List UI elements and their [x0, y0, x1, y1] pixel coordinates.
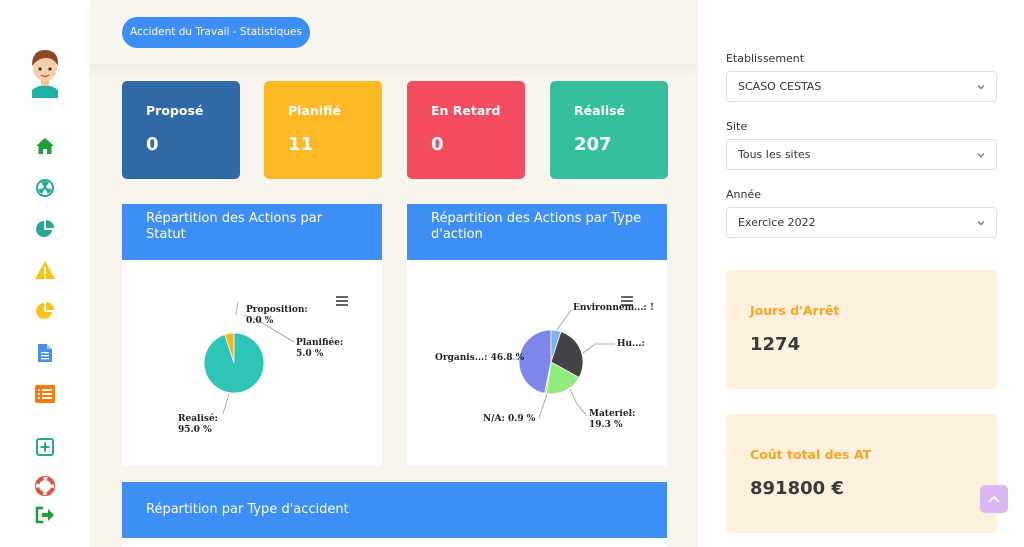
chart-menu-icon[interactable] [336, 296, 348, 306]
panel-statut: Répartition des Actions par Statut Propo… [122, 204, 382, 466]
warning-icon[interactable] [34, 259, 56, 281]
kpi-value: 891800 € [750, 478, 844, 499]
etablissement-select[interactable]: SCASO CESTAS [726, 71, 997, 102]
pie-slice-hu[interactable] [550, 331, 584, 378]
pie-label-planifiee: Planifiée: 5.0 % [296, 338, 344, 359]
pie-label-na: N/A: 0.9 % [483, 414, 536, 424]
pie-chart-type-action [509, 309, 615, 419]
stat-label: Proposé [146, 103, 204, 118]
filter-label-etablissement: Etablissement [726, 52, 805, 65]
sign-out-icon[interactable] [34, 504, 56, 526]
plus-square-icon[interactable] [34, 436, 56, 458]
stat-value: 207 [574, 134, 612, 155]
stat-label: Planifié [288, 103, 341, 118]
pie-slice-realis[interactable] [203, 332, 265, 394]
panel-type-action: Répartition des Actions par Type d'actio… [407, 204, 667, 466]
filter-panel: Etablissement SCASO CESTAS Site Tous les… [698, 0, 1024, 547]
pie-label-materiel: Materiel: 19.3 % [589, 409, 636, 430]
pie-slice-materiel[interactable] [545, 361, 580, 395]
chevron-down-icon [977, 221, 985, 226]
scroll-to-top-button[interactable] [980, 485, 1008, 513]
panel-title: Répartition des Actions par Type d'actio… [407, 204, 667, 260]
kpi-jours-arret: Jours d'Arrêt 1274 [726, 270, 997, 389]
top-bar: Accident du Travail - Statistiques [90, 0, 698, 64]
chevron-down-icon [977, 153, 985, 158]
pie-slice-organis[interactable] [518, 329, 552, 394]
document-icon[interactable] [34, 342, 56, 364]
lifebuoy-icon[interactable] [34, 475, 56, 497]
kpi-label: Jours d'Arrêt [750, 303, 840, 318]
site-select[interactable]: Tous les sites [726, 139, 997, 170]
pie-label-proposition: Proposition: 0.0 % [246, 305, 308, 326]
sidebar [0, 0, 90, 547]
avatar[interactable] [26, 46, 64, 98]
stat-card-en-retard[interactable]: En Retard 0 [407, 81, 525, 179]
filter-label-annee: Année [726, 188, 762, 201]
stat-label: En Retard [431, 103, 501, 118]
panel-type-accident: Répartition par Type d'accident [122, 482, 667, 547]
pie-label-organisation: Organis...: 46.8 % [435, 353, 525, 363]
stat-label: Réalisé [574, 103, 626, 118]
home-icon[interactable] [34, 135, 56, 157]
select-value: Exercice 2022 [738, 216, 816, 229]
kpi-value: 1274 [750, 334, 801, 355]
select-value: SCASO CESTAS [738, 80, 822, 93]
stat-value: 11 [288, 134, 314, 155]
stat-card-realise[interactable]: Réalisé 207 [550, 81, 668, 179]
chevron-down-icon [977, 85, 985, 90]
pie-chart-statut [203, 301, 295, 415]
page-title[interactable]: Accident du Travail - Statistiques [122, 17, 310, 48]
kpi-label: Coût total des AT [750, 447, 872, 462]
stat-card-planifie[interactable]: Planifié 11 [264, 81, 382, 179]
panel-title: Répartition par Type d'accident [122, 482, 667, 538]
pie-chart-icon[interactable] [34, 218, 56, 240]
pie-label-environnement: Environnem...: ! [573, 303, 654, 313]
chevron-up-icon [988, 495, 1000, 503]
pie-label-humain: Hu...: [617, 339, 645, 349]
pie-label-realise: Realisé: 95.0 % [178, 414, 218, 435]
pie-chart-alt-icon[interactable] [34, 300, 56, 322]
chart-menu-icon[interactable] [621, 296, 633, 306]
radiation-icon[interactable] [34, 177, 56, 199]
list-icon[interactable] [34, 383, 56, 405]
main-panel: Accident du Travail - Statistiques Propo… [90, 0, 698, 547]
stat-value: 0 [146, 134, 159, 155]
stat-card-propose[interactable]: Proposé 0 [122, 81, 240, 179]
select-value: Tous les sites [738, 148, 811, 161]
filter-label-site: Site [726, 120, 748, 133]
annee-select[interactable]: Exercice 2022 [726, 207, 997, 238]
kpi-cout-total: Coût total des AT 891800 € [726, 414, 997, 533]
pie-slice-environnem[interactable] [550, 329, 562, 363]
panel-title: Répartition des Actions par Statut [122, 204, 382, 260]
stat-value: 0 [431, 134, 444, 155]
